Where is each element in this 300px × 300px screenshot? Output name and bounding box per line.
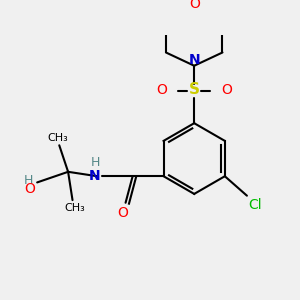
Text: O: O [222,83,232,98]
Text: S: S [189,82,200,97]
Text: N: N [88,169,100,183]
Text: H: H [24,174,34,187]
Text: O: O [156,83,167,98]
Text: N: N [188,53,200,68]
Text: CH₃: CH₃ [47,133,68,142]
Text: O: O [189,0,200,11]
Text: O: O [118,206,128,220]
Text: O: O [25,182,35,197]
Text: H: H [91,156,100,169]
Text: CH₃: CH₃ [64,203,85,213]
Text: Cl: Cl [249,198,262,212]
